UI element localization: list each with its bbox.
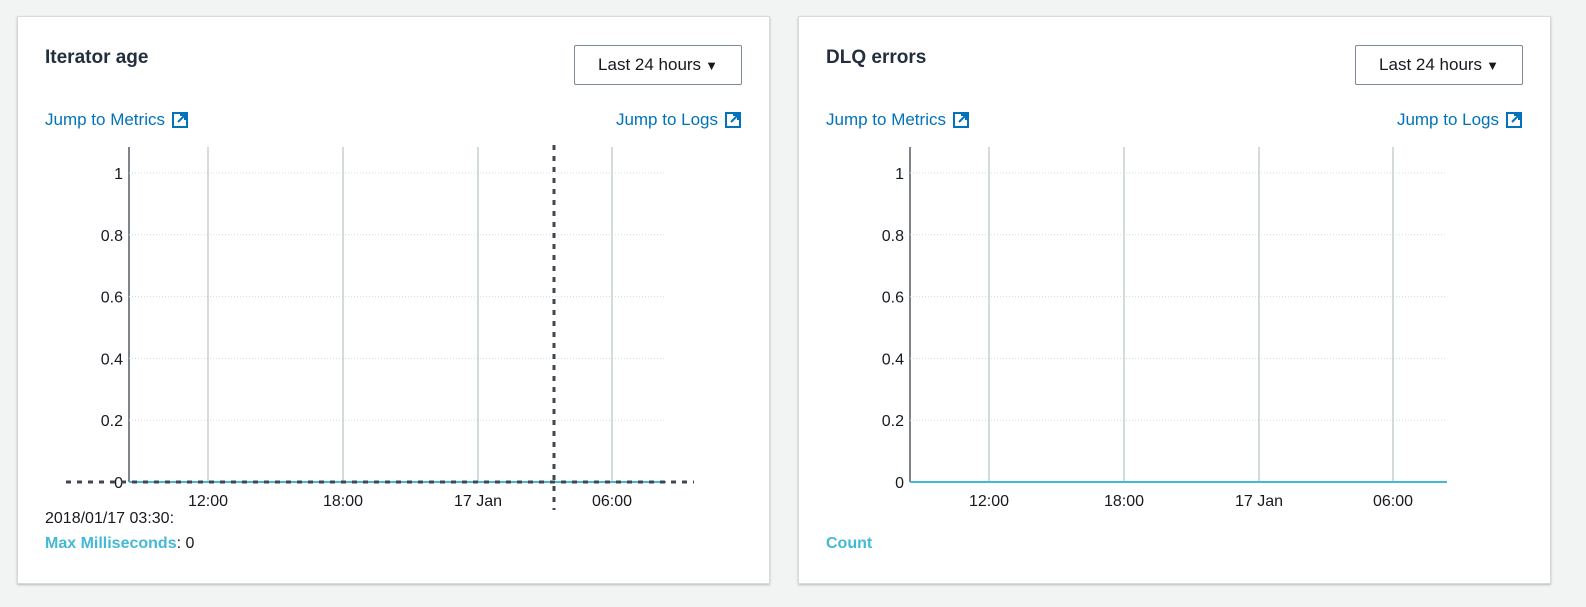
x-tick-label: 18:00 [323, 493, 363, 510]
jump-to-metrics-label: Jump to Metrics [826, 110, 946, 129]
external-link-icon [1506, 112, 1522, 128]
jump-to-metrics-link[interactable]: Jump to Metrics [826, 110, 970, 130]
external-link-icon [725, 112, 741, 128]
hover-timestamp: 2018/01/17 03:30: [45, 510, 175, 527]
external-link-icon [171, 112, 188, 128]
y-tick-label: 0.6 [882, 290, 904, 307]
series-value: 0 [185, 535, 195, 552]
y-tick-label: 0.8 [101, 228, 123, 245]
y-tick-label: 0.2 [101, 413, 123, 430]
panel-title: Iterator age [45, 47, 149, 68]
x-tick-label: 17 Jan [1235, 493, 1283, 510]
jump-to-logs-label: Jump to Logs [1396, 110, 1499, 129]
time-range-label: Last 24 hours [598, 55, 702, 74]
y-tick-label: 0.2 [882, 413, 904, 430]
iterator-age-panel: Iterator age Last 24 hours ▼ Jump to Met… [17, 16, 770, 584]
y-tick-label: 0 [114, 475, 123, 492]
y-tick-label: 0.4 [882, 351, 904, 368]
count-legend[interactable]: Count [826, 535, 873, 552]
jump-to-metrics-label: Jump to Metrics [45, 110, 165, 129]
y-tick-label: 0.6 [101, 290, 123, 307]
dlq-errors-chart: 0 0.2 0.4 0.6 0.8 1 12:00 18:00 17 Jan 06:00 [882, 147, 1447, 510]
jump-to-logs-label: Jump to Logs [615, 110, 718, 129]
series-separator: : [176, 535, 182, 552]
time-range-label: Last 24 hours [1379, 55, 1483, 74]
y-tick-label: 0.8 [882, 228, 904, 245]
y-tick-label: 0 [895, 475, 904, 492]
panel-title: DLQ errors [826, 47, 927, 68]
jump-to-logs-link[interactable]: Jump to Logs [616, 110, 742, 130]
x-tick-label: 12:00 [969, 493, 1009, 510]
y-tick-label: 0.4 [101, 351, 123, 368]
dlq-errors-panel: DLQ errors Last 24 hours ▼ Jump to Metri… [798, 16, 1551, 584]
caret-down-icon: ▼ [705, 57, 718, 73]
y-tick-label: 1 [114, 166, 123, 183]
external-link-icon [952, 112, 969, 128]
series-name[interactable]: Max Milliseconds [45, 535, 177, 552]
jump-to-metrics-link[interactable]: Jump to Metrics [45, 110, 189, 130]
jump-to-logs-link[interactable]: Jump to Logs [1397, 110, 1523, 130]
x-tick-label: 06:00 [1373, 493, 1413, 510]
x-tick-label: 12:00 [188, 493, 228, 510]
x-tick-label: 18:00 [1104, 493, 1144, 510]
x-tick-label: 17 Jan [454, 493, 502, 510]
x-tick-label: 06:00 [592, 493, 632, 510]
iterator-age-chart: 0 0.2 0.4 0.6 0.8 1 12:00 18:00 17 Jan 06:00 [66, 145, 694, 510]
y-tick-label: 1 [895, 166, 904, 183]
time-range-dropdown[interactable]: Last 24 hours ▼ [574, 45, 742, 85]
caret-down-icon: ▼ [1486, 57, 1499, 73]
time-range-dropdown[interactable]: Last 24 hours ▼ [1355, 45, 1523, 85]
series-legend: Max Milliseconds: 0 [45, 535, 194, 553]
